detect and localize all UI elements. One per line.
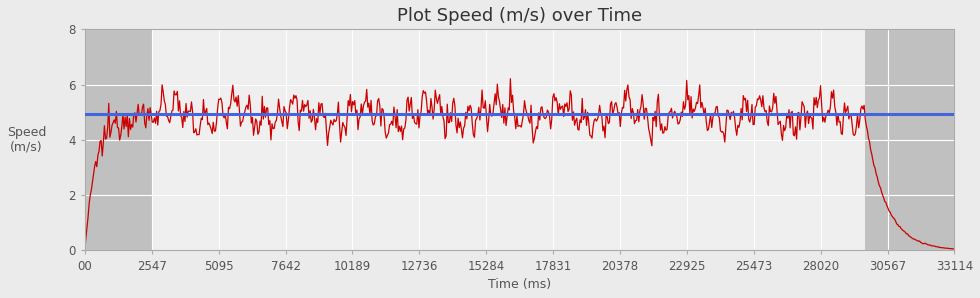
Title: Plot Speed (m/s) over Time: Plot Speed (m/s) over Time <box>397 7 642 25</box>
Y-axis label: Speed
(m/s): Speed (m/s) <box>7 126 46 154</box>
X-axis label: Time (ms): Time (ms) <box>488 278 551 291</box>
Bar <box>864 29 955 251</box>
Bar <box>152 29 864 251</box>
Bar <box>85 29 152 251</box>
